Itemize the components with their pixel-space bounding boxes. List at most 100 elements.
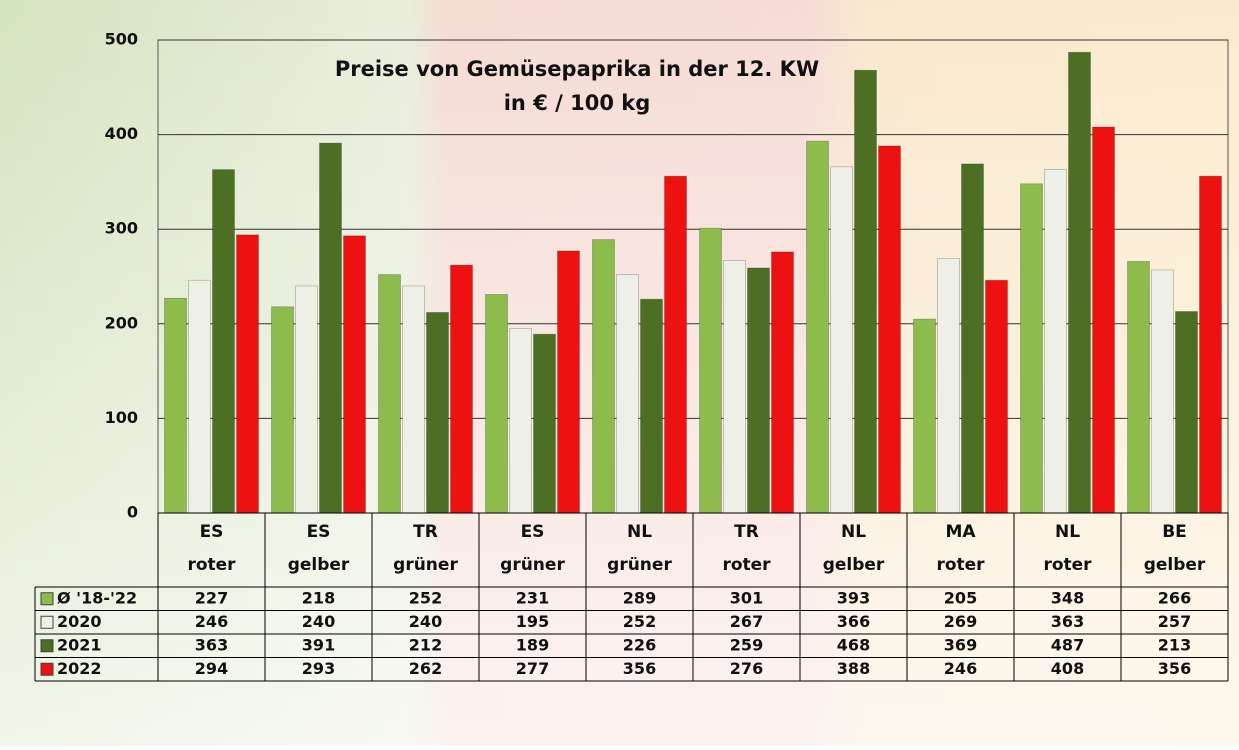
x-tick-label: roter: [1043, 555, 1092, 575]
x-tick-label: NL: [841, 522, 866, 542]
bar: [985, 279, 1008, 514]
bar: [188, 279, 211, 514]
bar: [378, 274, 401, 514]
table-value: 391: [302, 635, 335, 654]
table-value: 487: [1051, 635, 1084, 654]
table-value: 189: [516, 635, 549, 654]
bar: [937, 258, 960, 514]
bar: [723, 260, 746, 514]
bar: [1199, 175, 1222, 514]
bar: [878, 145, 901, 514]
x-tick-label: ES: [200, 522, 224, 542]
bar: [699, 227, 722, 514]
y-tick-label: 200: [105, 313, 138, 332]
table-value: 266: [1158, 588, 1191, 607]
bar: [450, 264, 473, 514]
bar: [747, 267, 770, 514]
table-value: 276: [730, 659, 763, 678]
bar: [830, 166, 853, 514]
table-value: 356: [623, 659, 656, 678]
table-value: 262: [409, 659, 442, 678]
table-value: 348: [1051, 588, 1084, 607]
bar: [271, 306, 294, 514]
bar: [164, 297, 187, 514]
table-value: 393: [837, 588, 870, 607]
x-tick-label: NL: [627, 522, 652, 542]
bar: [533, 333, 556, 514]
bar: [426, 312, 449, 514]
bar: [1127, 260, 1150, 514]
table-value: 269: [944, 612, 977, 631]
table-value: 213: [1158, 635, 1191, 654]
bar: [913, 318, 936, 514]
table-value: 226: [623, 635, 656, 654]
legend-swatch: [40, 639, 54, 653]
table-value: 267: [730, 612, 763, 631]
bar: [1151, 269, 1174, 514]
bar: [557, 250, 580, 514]
bar: [1175, 311, 1198, 514]
x-tick-label: TR: [734, 522, 759, 542]
table-value: 289: [623, 588, 656, 607]
table-value: 259: [730, 635, 763, 654]
legend-label: 2020: [57, 612, 102, 631]
x-tick-label: grüner: [500, 555, 565, 575]
x-tick-label: ES: [521, 522, 545, 542]
table-value: 195: [516, 612, 549, 631]
legend-swatch: [40, 662, 54, 676]
table-value: 240: [302, 612, 335, 631]
bar: [854, 69, 877, 514]
y-tick-label: 300: [105, 219, 138, 238]
table-value: 294: [195, 659, 228, 678]
x-tick-label: NL: [1055, 522, 1080, 542]
y-tick-label: 0: [127, 503, 138, 522]
table-value: 240: [409, 612, 442, 631]
table-value: 227: [195, 588, 228, 607]
x-tick-label: TR: [413, 522, 438, 542]
bar: [771, 251, 794, 514]
x-tick-label: grüner: [607, 555, 672, 575]
table-value: 231: [516, 588, 549, 607]
x-tick-label: gelber: [823, 555, 885, 575]
x-tick-label: roter: [936, 555, 985, 575]
legend-swatch: [40, 592, 54, 606]
bar: [402, 285, 425, 514]
table-value: 257: [1158, 612, 1191, 631]
bar: [509, 328, 532, 514]
table-value: 246: [944, 659, 977, 678]
x-tick-label: gelber: [288, 555, 350, 575]
table-value: 369: [944, 635, 977, 654]
table-value: 363: [1051, 612, 1084, 631]
legend-swatch: [40, 615, 54, 629]
bar: [640, 298, 663, 514]
table-value: 363: [195, 635, 228, 654]
table-value: 212: [409, 635, 442, 654]
bar: [343, 235, 366, 514]
table-value: 293: [302, 659, 335, 678]
table-value: 277: [516, 659, 549, 678]
y-tick-label: 100: [105, 408, 138, 427]
table-value: 205: [944, 588, 977, 607]
chart-title: Preise von Gemüsepaprika in der 12. KW: [335, 57, 819, 81]
table-value: 252: [623, 612, 656, 631]
bar: [1020, 183, 1043, 514]
x-tick-label: ES: [307, 522, 331, 542]
table-value: 246: [195, 612, 228, 631]
x-tick-label: grüner: [393, 555, 458, 575]
x-tick-label: BE: [1162, 522, 1187, 542]
bar: [236, 234, 259, 514]
bar: [319, 142, 342, 514]
table-value: 468: [837, 635, 870, 654]
table-value: 366: [837, 612, 870, 631]
chart-subtitle: in € / 100 kg: [504, 91, 651, 115]
bar: [592, 239, 615, 514]
bar: [1044, 169, 1067, 514]
x-tick-label: MA: [945, 522, 976, 542]
bar: [961, 163, 984, 514]
bar: [1068, 51, 1091, 514]
bar: [806, 140, 829, 514]
bar: [1092, 126, 1115, 514]
table-value: 408: [1051, 659, 1084, 678]
legend-label: 2022: [57, 659, 102, 678]
